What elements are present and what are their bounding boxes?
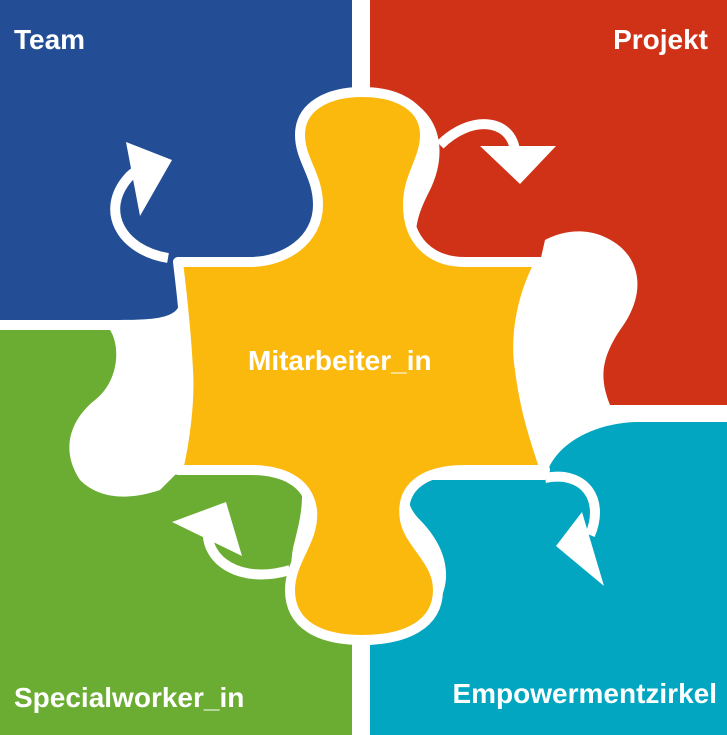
projekt-piece <box>370 0 727 405</box>
empower-arrow-icon <box>544 471 600 537</box>
team-label: Team <box>14 24 86 55</box>
team-piece <box>0 0 352 320</box>
specialworker-piece <box>0 330 352 735</box>
team-arrow-head-icon <box>126 142 172 216</box>
empower-arrow-head-icon <box>556 512 604 586</box>
center-piece <box>173 87 550 645</box>
special-arrow-head-icon <box>172 502 242 556</box>
empowerment-piece <box>370 422 727 735</box>
center-label: Mitarbeiter_in <box>248 345 432 376</box>
projekt-arrow-icon <box>436 119 520 152</box>
projekt-label: Projekt <box>613 24 708 55</box>
specialworker-label: Specialworker_in <box>14 682 245 713</box>
empowerment-label: Empowermentzirkel <box>452 678 717 709</box>
projekt-arrow-head-icon <box>480 146 556 184</box>
